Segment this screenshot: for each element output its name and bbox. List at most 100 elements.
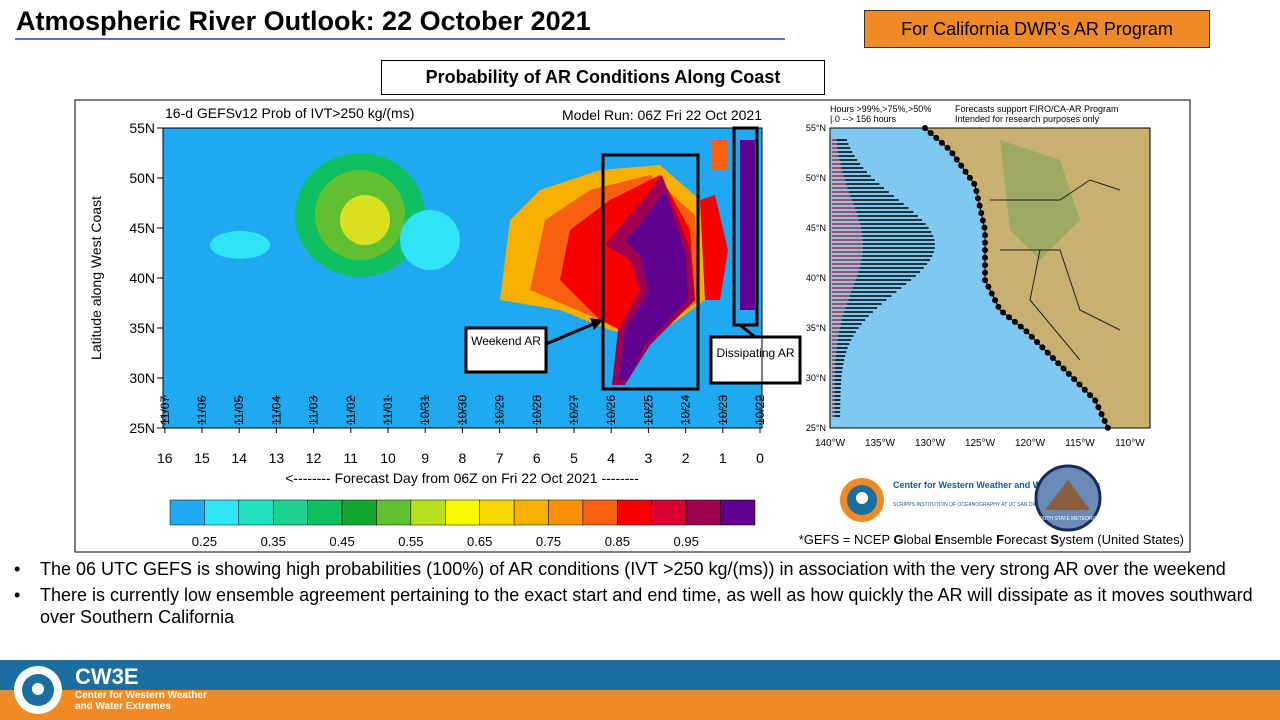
coast-dot <box>982 232 988 239</box>
y-tick-label: 40N <box>129 270 155 286</box>
coast-dot <box>978 210 985 217</box>
footer-band <box>0 690 1280 720</box>
coast-dot <box>988 290 995 297</box>
coast-dot <box>1034 339 1041 346</box>
bullet: The 06 UTC GEFS is showing high probabil… <box>14 558 1264 580</box>
footnote-part: G <box>894 532 904 547</box>
colorbar-cell <box>479 499 515 526</box>
y-tick-label: 25N <box>129 420 155 436</box>
plymouth-logo <box>1034 464 1102 532</box>
panel-title: Probability of AR Conditions Along Coast <box>381 60 825 95</box>
map-lon-label: 130°W <box>915 438 946 449</box>
coast-dot <box>933 134 940 141</box>
colorbar-cell <box>720 499 756 526</box>
date-label: 11/03 <box>307 396 321 425</box>
x-tick-label: 11 <box>344 450 359 466</box>
date-label: 10/26 <box>604 395 618 425</box>
coast-dot <box>1044 349 1051 356</box>
coast-dot <box>1095 404 1102 411</box>
x-tick-label: 14 <box>231 450 247 466</box>
map-lat-label: 25°N <box>806 423 826 433</box>
colorbar-cell <box>445 499 480 526</box>
colorbar-cell <box>513 499 549 526</box>
bullet-list: The 06 UTC GEFS is showing high probabil… <box>14 558 1264 632</box>
date-label: 11/04 <box>269 396 283 425</box>
map-lon-label: 110°W <box>1115 438 1145 449</box>
map-legend: Forecasts support FIRO/CA-AR Program <box>955 104 1119 114</box>
map-legend: | 0 --> 156 hours <box>830 114 897 124</box>
map-lat-label: 30°N <box>806 373 826 383</box>
date-label: 10/22 <box>753 395 767 425</box>
date-label: 11/07 <box>158 396 172 425</box>
coast-dot <box>1039 344 1046 351</box>
map-lat-label: 45°N <box>806 223 826 233</box>
weekend-box <box>601 153 700 391</box>
colorbar-cell <box>651 499 687 526</box>
footnote-part: nsemble <box>943 532 996 547</box>
arrow-head <box>590 318 603 330</box>
colorbar-label: 0.55 <box>398 534 423 549</box>
arrow <box>545 320 599 346</box>
date-label: 11/02 <box>344 396 358 425</box>
coast-dot <box>1071 376 1078 383</box>
map-lon-label: 125°W <box>965 438 996 449</box>
x-axis-label: <-------- Forecast Day from 06Z on Fri 2… <box>285 470 639 486</box>
colorbar-cell <box>582 499 618 526</box>
coast-dot <box>1101 417 1108 424</box>
y-tick-label: 50N <box>129 170 155 186</box>
coast-dot <box>995 303 1002 310</box>
colorbar-cell <box>376 499 412 526</box>
date-label: 11/05 <box>232 396 246 425</box>
map-lat-label: 55°N <box>806 123 826 133</box>
coast-dot <box>1065 370 1072 377</box>
coast-dot <box>1017 323 1024 330</box>
coast-dot <box>949 150 956 157</box>
date-label: 10/31 <box>418 395 432 425</box>
cw3e-logo <box>840 478 884 522</box>
footnote: *GEFS = NCEP Global Ensemble Forecast Sy… <box>799 532 1184 547</box>
colorbar-cell <box>272 499 308 526</box>
date-label: 11/01 <box>381 396 395 425</box>
map-lon-label: 120°W <box>1015 438 1046 449</box>
heatmap-field <box>210 140 755 385</box>
footnote-part: lobal <box>904 532 935 547</box>
colorbar-cell <box>341 499 377 526</box>
date-label: 10/29 <box>493 395 507 425</box>
map-lon-label: 140°W <box>815 438 846 449</box>
coast-dot <box>982 247 988 254</box>
coast-dot <box>958 162 965 169</box>
date-label: 10/27 <box>567 395 581 425</box>
x-tick-label: 3 <box>645 450 653 466</box>
coast-dot <box>1092 397 1099 404</box>
coast-dot <box>982 262 988 269</box>
annotation: Dissipating AR <box>716 346 795 360</box>
map-lon-label: 115°W <box>1065 438 1095 449</box>
date-label: 10/25 <box>641 395 655 425</box>
colorbar-cell <box>617 499 653 526</box>
bullet: There is currently low ensemble agreemen… <box>14 584 1264 628</box>
footer-band <box>0 660 1280 690</box>
map-lat-label: 40°N <box>806 273 826 283</box>
x-tick-label: 12 <box>306 450 322 466</box>
date-label: 10/28 <box>530 395 544 425</box>
colorbar-label: 0.35 <box>261 534 286 549</box>
date-label: 10/24 <box>679 395 693 425</box>
map-lat-label: 35°N <box>806 323 826 333</box>
coast-dot <box>927 129 934 136</box>
x-tick-label: 10 <box>380 450 396 466</box>
footer-brand: CW3E <box>75 664 139 689</box>
x-tick-label: 16 <box>157 450 173 466</box>
footnote-part: F <box>996 532 1004 547</box>
colorbar-label: 0.95 <box>674 534 699 549</box>
footnote-part: S <box>1050 532 1059 547</box>
map-legend: Hours >99%,>75%,>50% <box>830 104 931 114</box>
coast-dot <box>974 195 981 202</box>
colorbar-cell <box>548 499 584 526</box>
x-tick-label: 0 <box>756 450 764 466</box>
x-tick-label: 13 <box>269 450 285 466</box>
coast-dot <box>982 269 988 276</box>
footnote-part: ystem (United States) <box>1059 532 1184 547</box>
colorbar-cell <box>410 499 446 526</box>
y-tick-label: 45N <box>129 220 155 236</box>
